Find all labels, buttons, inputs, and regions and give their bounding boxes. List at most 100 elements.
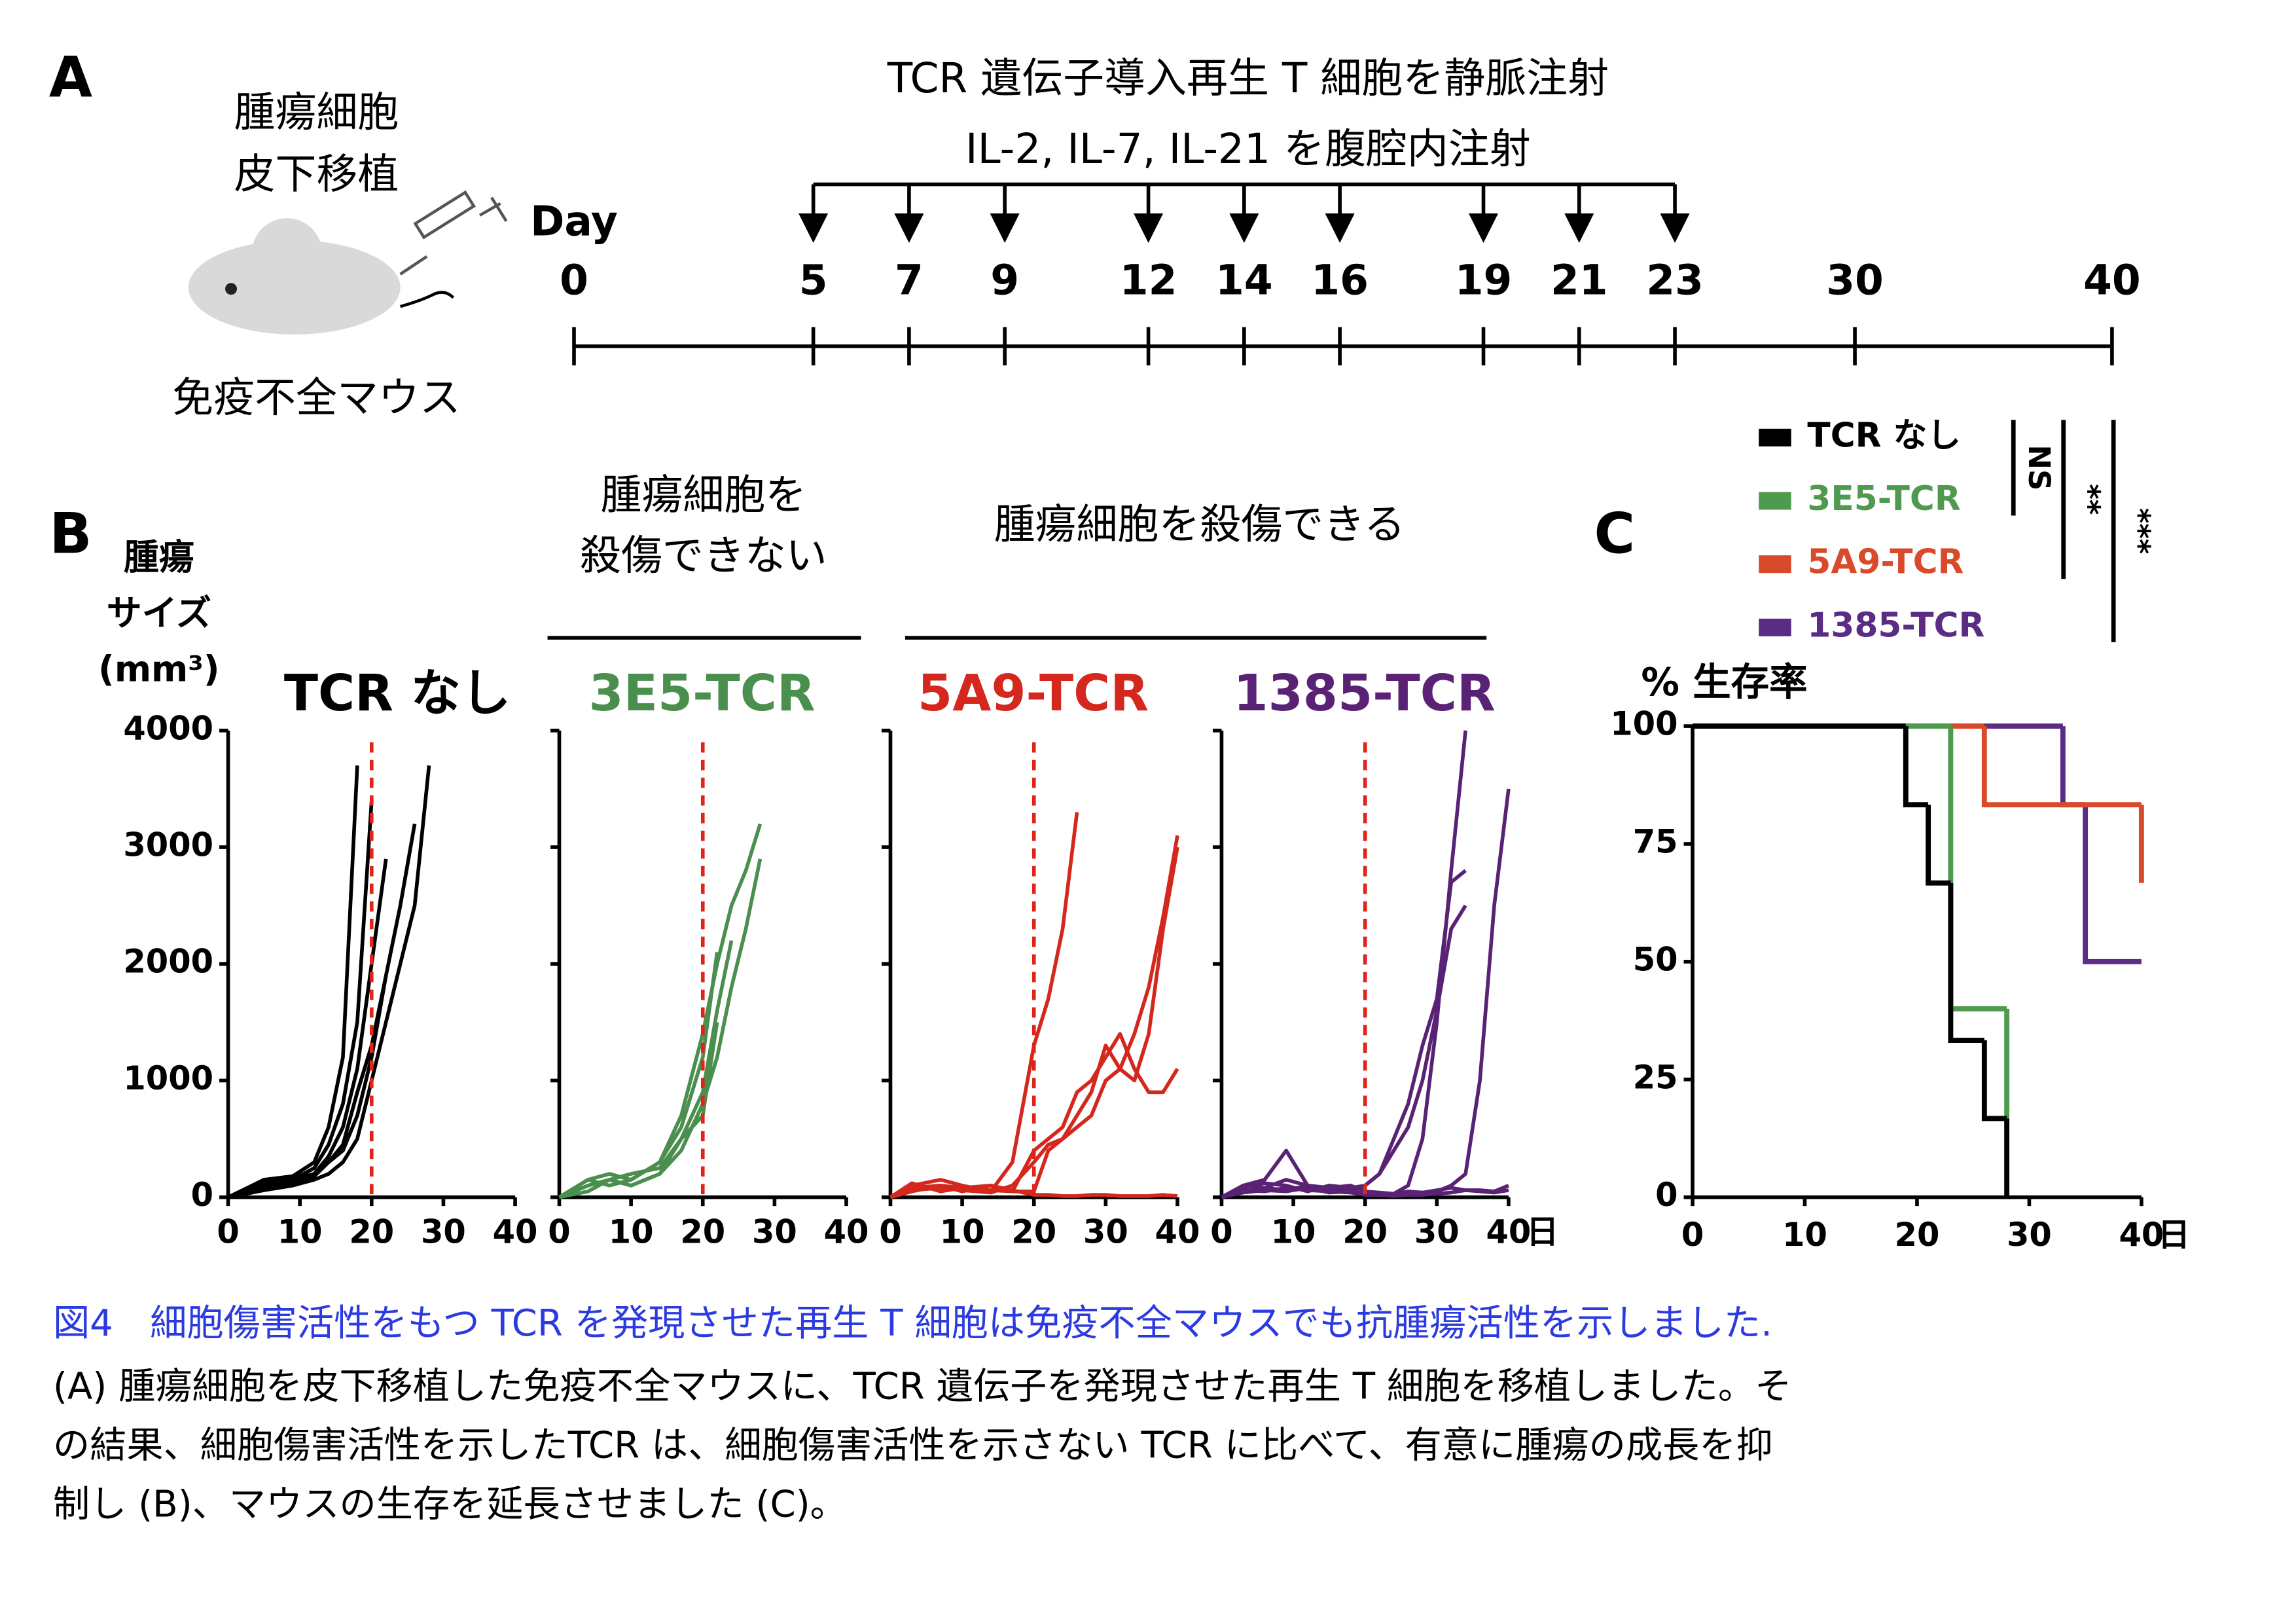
- group-label: 殺傷できない: [580, 532, 827, 579]
- x-tick-label: 0: [548, 1213, 570, 1250]
- day-number: 23: [1646, 256, 1704, 304]
- tumor-line: [889, 847, 1179, 1199]
- x-tick-label: 20: [1342, 1213, 1388, 1250]
- significance-label: **: [2072, 484, 2107, 515]
- injection-arrow: [798, 184, 829, 244]
- x-tick-label: 40: [2119, 1216, 2164, 1254]
- survival-step: [1903, 726, 1929, 808]
- day-label: Day: [530, 197, 618, 245]
- legend-label: 5A9-TCR: [1807, 543, 1964, 582]
- x-tick-label: 10: [1271, 1213, 1316, 1250]
- injection-arrow: [1468, 184, 1499, 244]
- injection-text: IL-2, IL-7, IL-21 を腹腔内注射: [965, 125, 1531, 173]
- x-tick-label: 20: [680, 1213, 725, 1250]
- survival-step: [2083, 805, 2142, 964]
- tumor-line: [227, 765, 359, 1199]
- legend-swatch: [1759, 428, 1791, 447]
- injection-arrow: [894, 184, 924, 244]
- tumor-text: 皮下移植: [234, 150, 399, 198]
- y-tick-label: 100: [1610, 705, 1677, 743]
- day-number: 40: [2083, 256, 2141, 304]
- panel-label: A: [49, 46, 92, 111]
- x-tick-label: 30: [1414, 1213, 1460, 1250]
- x-tick-label: 20: [349, 1213, 394, 1250]
- day-number: 12: [1120, 256, 1177, 304]
- chart-title: 1385-TCR: [1233, 665, 1495, 723]
- x-unit: 日: [2158, 1216, 2190, 1254]
- mouse-ear: [251, 218, 323, 289]
- tumor-line: [227, 800, 374, 1199]
- injection-arrow: [990, 184, 1020, 244]
- injection-arrow: [1564, 184, 1594, 244]
- y-tick-label: 75: [1633, 822, 1678, 860]
- y-tick-label: 0: [191, 1176, 213, 1214]
- x-tick-label: 0: [879, 1213, 901, 1250]
- caption-body: 制し (B)、マウスの生存を延長させました (C)。: [53, 1484, 847, 1526]
- y-tick-label: 0: [1655, 1176, 1677, 1214]
- day-number: 19: [1455, 256, 1513, 304]
- x-tick-label: 30: [752, 1213, 797, 1250]
- tumor-line: [889, 812, 1079, 1199]
- tumor-line: [227, 823, 417, 1199]
- survival-step: [1926, 805, 1951, 886]
- injection-arrow: [1660, 184, 1690, 244]
- tumor-line: [1221, 1186, 1509, 1199]
- tumor-line: [558, 1021, 719, 1199]
- legend-swatch: [1759, 618, 1791, 636]
- caption-body: (A) 腫瘍細胞を皮下移植した免疫不全マウスに、TCR 遺伝子を発現させた再生 …: [53, 1366, 1791, 1408]
- x-tick-label: 40: [1486, 1213, 1532, 1250]
- day-number: 9: [990, 256, 1019, 304]
- chart-title: 5A9-TCR: [918, 665, 1149, 723]
- tumor-line: [558, 858, 762, 1199]
- x-tick-label: 30: [421, 1213, 466, 1250]
- mouse-label: 免疫不全マウス: [172, 374, 461, 422]
- chart-title: TCR なし: [284, 665, 511, 723]
- x-tick-label: 10: [1782, 1216, 1827, 1254]
- y-axis-label: (mm³): [98, 649, 219, 690]
- chart-title: 3E5-TCR: [589, 665, 816, 723]
- day-number: 21: [1551, 256, 1608, 304]
- day-number: 7: [895, 256, 924, 304]
- significance-label: NS: [2022, 445, 2056, 490]
- tumor-text: 腫瘍細胞: [234, 88, 399, 136]
- y-tick-label: 25: [1633, 1058, 1678, 1096]
- panel-label: B: [49, 502, 92, 567]
- x-tick-label: 10: [609, 1213, 654, 1250]
- group-label: 腫瘍細胞を: [600, 471, 806, 519]
- injection-text: TCR 遺伝子導入再生 T 細胞を静脈注射: [887, 54, 1609, 102]
- x-tick-label: 10: [278, 1213, 323, 1250]
- injection-arrow: [1229, 184, 1259, 244]
- y-axis-label: 腫瘍: [124, 537, 194, 578]
- x-tick-label: 0: [1210, 1213, 1232, 1250]
- x-tick-label: 40: [824, 1213, 869, 1250]
- survival-step: [1981, 726, 2142, 808]
- legend-label: 3E5-TCR: [1807, 479, 1960, 519]
- day-number: 5: [799, 256, 828, 304]
- day-number: 14: [1215, 256, 1273, 304]
- survival-step: [1981, 1040, 2007, 1122]
- tumor-line: [228, 765, 431, 1199]
- y-tick-label: 1000: [123, 1059, 213, 1097]
- mouse-eye: [225, 283, 238, 295]
- x-tick-label: 20: [1011, 1213, 1056, 1250]
- day-number: 16: [1311, 256, 1369, 304]
- syringe: [399, 190, 508, 276]
- y-tick-label: 3000: [123, 826, 213, 864]
- y-tick-label: 50: [1633, 940, 1678, 978]
- x-tick-label: 0: [217, 1213, 239, 1250]
- legend-label: TCR なし: [1807, 416, 1961, 455]
- legend-label: 1385-TCR: [1807, 606, 1984, 645]
- tumor-line: [889, 1032, 1179, 1199]
- x-tick-label: 0: [1681, 1216, 1704, 1254]
- mouse-tail: [400, 291, 455, 308]
- injection-arrow: [1325, 184, 1355, 244]
- injection-arrow: [1134, 184, 1164, 244]
- significance-label: ***: [2122, 508, 2157, 555]
- x-tick-label: 40: [493, 1213, 538, 1250]
- legend-swatch: [1759, 492, 1791, 510]
- x-tick-label: 30: [2007, 1216, 2052, 1254]
- x-unit: 日: [1526, 1213, 1558, 1250]
- y-axis-label: サイズ: [107, 593, 211, 634]
